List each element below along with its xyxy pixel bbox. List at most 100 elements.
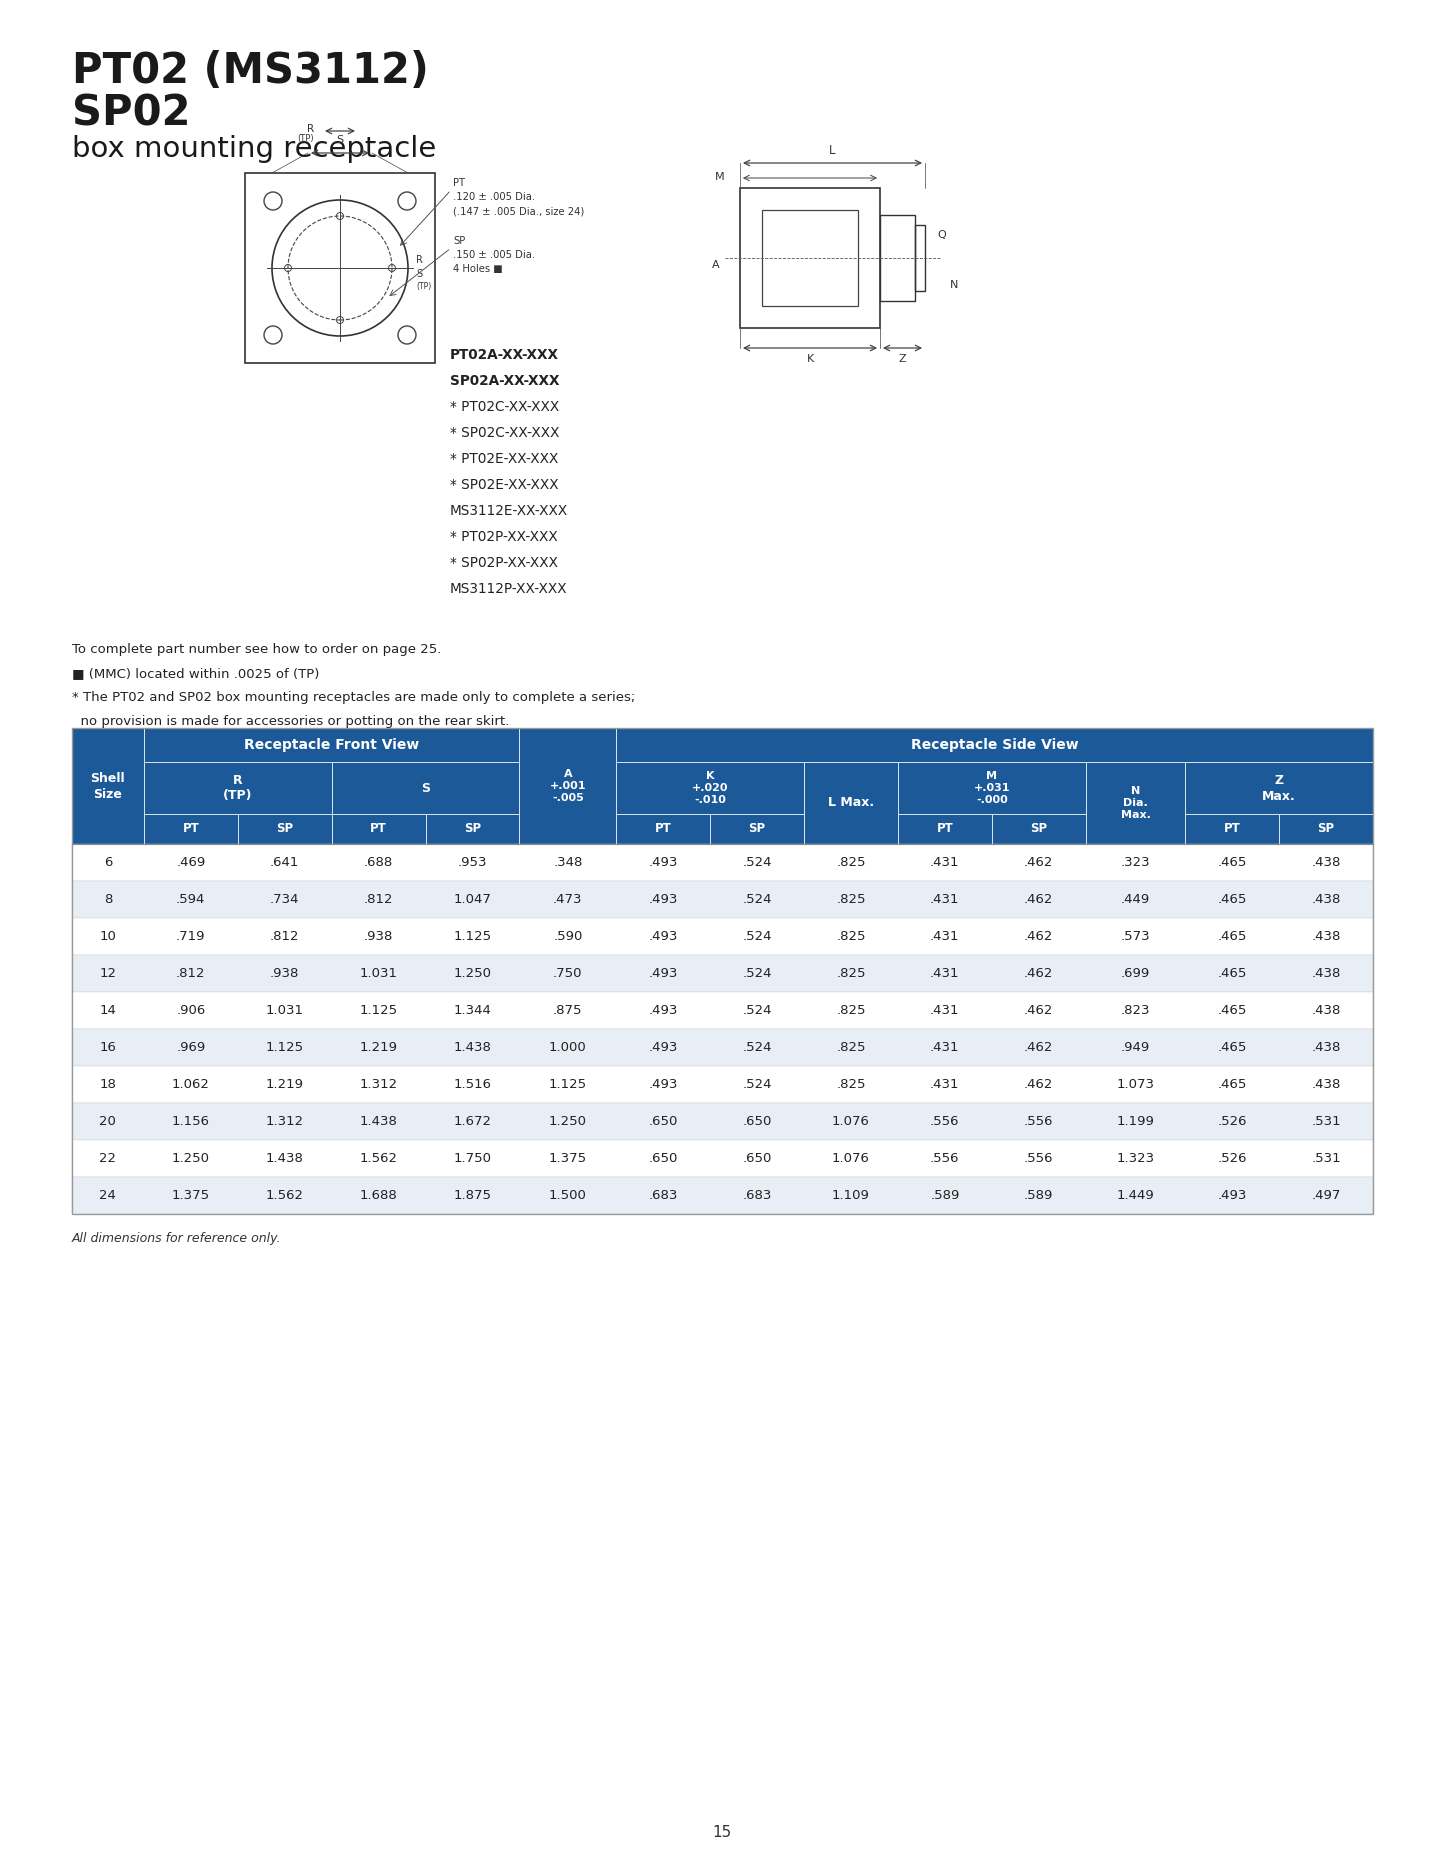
Text: 1.047: 1.047 bbox=[454, 893, 491, 906]
Text: .875: .875 bbox=[553, 1003, 582, 1016]
Text: .556: .556 bbox=[1025, 1153, 1053, 1166]
Bar bbox=[72, 917, 1373, 955]
Text: 24: 24 bbox=[100, 1190, 117, 1201]
Text: PT
.120 ± .005 Dia.
(.147 ± .005 Dia., size 24): PT .120 ± .005 Dia. (.147 ± .005 Dia., s… bbox=[452, 177, 584, 217]
Bar bbox=[72, 882, 1373, 917]
Text: M
+.031
-.000: M +.031 -.000 bbox=[974, 771, 1010, 805]
Text: PT: PT bbox=[370, 822, 387, 835]
Text: .650: .650 bbox=[649, 1115, 678, 1128]
Text: box mounting receptacle: box mounting receptacle bbox=[72, 134, 436, 163]
Text: L: L bbox=[829, 144, 835, 157]
Text: .524: .524 bbox=[743, 1040, 772, 1054]
Bar bbox=[1185, 814, 1279, 844]
Text: .825: .825 bbox=[837, 968, 866, 981]
Text: 1.250: 1.250 bbox=[172, 1153, 210, 1166]
Text: 14: 14 bbox=[100, 1003, 117, 1016]
Text: MS3112P-XX-XXX: MS3112P-XX-XXX bbox=[449, 583, 568, 596]
Bar bbox=[72, 1177, 1373, 1214]
Text: .594: .594 bbox=[176, 893, 205, 906]
Text: * SP02C-XX-XXX: * SP02C-XX-XXX bbox=[449, 426, 559, 441]
Text: 18: 18 bbox=[100, 1078, 117, 1091]
Text: .556: .556 bbox=[931, 1153, 959, 1166]
Text: R: R bbox=[306, 123, 314, 134]
Text: .431: .431 bbox=[931, 930, 959, 943]
Text: 1.500: 1.500 bbox=[549, 1190, 587, 1201]
Text: .493: .493 bbox=[649, 968, 678, 981]
Text: 1.031: 1.031 bbox=[266, 1003, 303, 1016]
Text: R
(TP): R (TP) bbox=[223, 773, 253, 803]
Text: .524: .524 bbox=[743, 893, 772, 906]
Text: (TP): (TP) bbox=[416, 282, 431, 291]
Text: .524: .524 bbox=[743, 1003, 772, 1016]
Text: .683: .683 bbox=[743, 1190, 772, 1201]
Text: .699: .699 bbox=[1121, 968, 1150, 981]
Bar bbox=[144, 814, 238, 844]
Text: .438: .438 bbox=[1312, 856, 1341, 869]
Text: 15: 15 bbox=[712, 1825, 731, 1840]
Text: Z
Max.: Z Max. bbox=[1263, 773, 1296, 803]
Text: 1.344: 1.344 bbox=[454, 1003, 491, 1016]
Text: no provision is made for accessories or potting on the rear skirt.: no provision is made for accessories or … bbox=[72, 715, 509, 729]
Text: * PT02P-XX-XXX: * PT02P-XX-XXX bbox=[449, 531, 558, 544]
Text: 1.750: 1.750 bbox=[454, 1153, 491, 1166]
Text: 1.199: 1.199 bbox=[1117, 1115, 1155, 1128]
Text: .938: .938 bbox=[270, 968, 299, 981]
Text: .493: .493 bbox=[649, 930, 678, 943]
Text: A
+.001
-.005: A +.001 -.005 bbox=[549, 768, 587, 803]
Bar bbox=[616, 762, 803, 814]
Text: .825: .825 bbox=[837, 893, 866, 906]
Text: 1.562: 1.562 bbox=[266, 1190, 303, 1201]
Text: To complete part number see how to order on page 25.: To complete part number see how to order… bbox=[72, 643, 441, 656]
Text: 12: 12 bbox=[100, 968, 117, 981]
Text: Z: Z bbox=[899, 355, 906, 364]
Text: .462: .462 bbox=[1025, 893, 1053, 906]
Text: .462: .462 bbox=[1025, 930, 1053, 943]
Text: .969: .969 bbox=[176, 1040, 205, 1054]
Text: SP02: SP02 bbox=[72, 93, 191, 134]
Text: .556: .556 bbox=[931, 1115, 959, 1128]
Bar bbox=[72, 955, 1373, 992]
Text: L Max.: L Max. bbox=[828, 796, 874, 809]
Text: 1.219: 1.219 bbox=[360, 1040, 397, 1054]
Text: 1.062: 1.062 bbox=[172, 1078, 210, 1091]
Bar bbox=[72, 1067, 1373, 1102]
Text: Receptacle Front View: Receptacle Front View bbox=[244, 738, 419, 753]
Text: .493: .493 bbox=[649, 1040, 678, 1054]
Text: 1.438: 1.438 bbox=[360, 1115, 397, 1128]
Text: .825: .825 bbox=[837, 1003, 866, 1016]
Text: .573: .573 bbox=[1121, 930, 1150, 943]
Text: .524: .524 bbox=[743, 930, 772, 943]
Text: .431: .431 bbox=[931, 1003, 959, 1016]
Bar bbox=[740, 189, 880, 329]
Text: 16: 16 bbox=[100, 1040, 117, 1054]
Text: PT: PT bbox=[655, 822, 672, 835]
Bar bbox=[238, 814, 332, 844]
Text: .493: .493 bbox=[649, 856, 678, 869]
Text: .524: .524 bbox=[743, 968, 772, 981]
Text: .641: .641 bbox=[270, 856, 299, 869]
Text: .531: .531 bbox=[1311, 1153, 1341, 1166]
Text: .526: .526 bbox=[1217, 1153, 1247, 1166]
Text: PT: PT bbox=[182, 822, 199, 835]
Text: .493: .493 bbox=[649, 893, 678, 906]
Text: 1.109: 1.109 bbox=[832, 1190, 870, 1201]
Text: A: A bbox=[712, 260, 720, 271]
Text: .825: .825 bbox=[837, 856, 866, 869]
Text: .825: .825 bbox=[837, 1078, 866, 1091]
Text: 1.031: 1.031 bbox=[360, 968, 397, 981]
Bar bbox=[332, 814, 426, 844]
Bar bbox=[897, 762, 1085, 814]
Text: PT02 (MS3112): PT02 (MS3112) bbox=[72, 50, 429, 92]
Text: M: M bbox=[715, 172, 725, 181]
Bar bbox=[1279, 814, 1373, 844]
Text: SP
.150 ± .005 Dia.
4 Holes ■: SP .150 ± .005 Dia. 4 Holes ■ bbox=[452, 235, 535, 275]
Bar bbox=[426, 814, 520, 844]
Text: .465: .465 bbox=[1218, 856, 1247, 869]
Text: All dimensions for reference only.: All dimensions for reference only. bbox=[72, 1233, 282, 1244]
Bar bbox=[144, 729, 520, 762]
Text: .650: .650 bbox=[743, 1153, 772, 1166]
Text: Receptacle Side View: Receptacle Side View bbox=[910, 738, 1078, 753]
Text: .348: .348 bbox=[553, 856, 582, 869]
Text: S: S bbox=[420, 781, 431, 794]
Text: .524: .524 bbox=[743, 856, 772, 869]
